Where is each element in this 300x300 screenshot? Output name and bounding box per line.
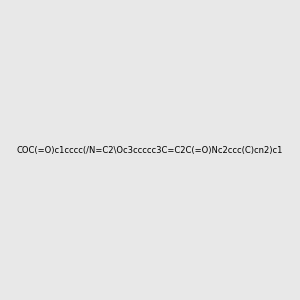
Text: COC(=O)c1cccc(/N=C2\Oc3ccccc3C=C2C(=O)Nc2ccc(C)cn2)c1: COC(=O)c1cccc(/N=C2\Oc3ccccc3C=C2C(=O)Nc…	[17, 146, 283, 154]
